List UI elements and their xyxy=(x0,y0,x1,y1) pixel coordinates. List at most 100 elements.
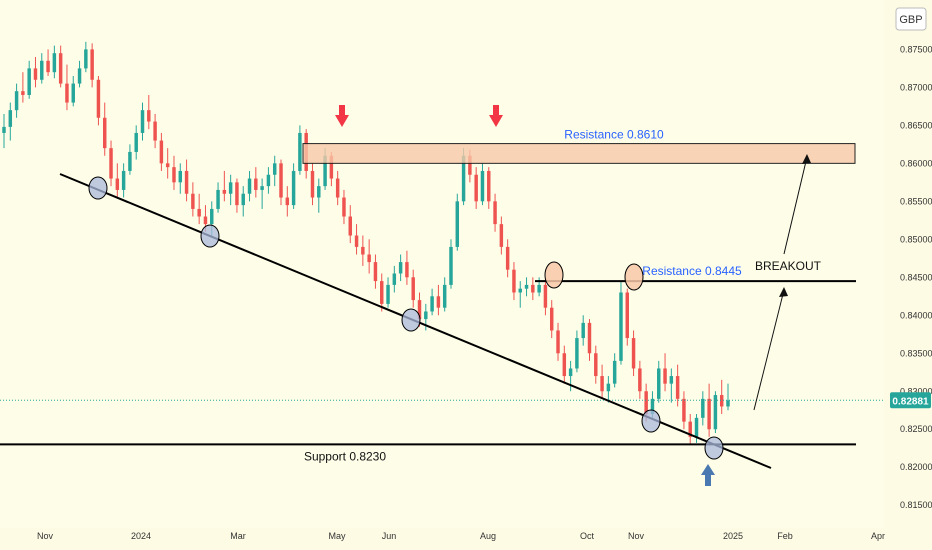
candle-body[interactable] xyxy=(682,398,686,422)
candle-body[interactable] xyxy=(442,284,447,308)
currency-badge[interactable] xyxy=(895,7,927,31)
candle-body[interactable] xyxy=(203,216,208,225)
candle-body[interactable] xyxy=(543,284,548,308)
candle-body[interactable] xyxy=(153,121,157,141)
candle-body[interactable] xyxy=(184,170,189,194)
candle-body[interactable] xyxy=(417,300,422,320)
candle-body[interactable] xyxy=(65,83,69,103)
candle-body[interactable] xyxy=(606,383,611,392)
candle-body[interactable] xyxy=(159,140,164,164)
candle-body[interactable] xyxy=(90,49,94,80)
candle-body[interactable] xyxy=(531,284,535,293)
candle-body[interactable] xyxy=(487,170,491,202)
candle-body[interactable] xyxy=(468,155,472,175)
candle-body[interactable] xyxy=(726,400,730,407)
candle-body[interactable] xyxy=(663,368,667,384)
candle-body[interactable] xyxy=(581,322,585,339)
candle-body[interactable] xyxy=(71,83,75,103)
candle-body[interactable] xyxy=(449,246,453,285)
candle-body[interactable] xyxy=(298,132,302,171)
candle-body[interactable] xyxy=(638,368,642,392)
candle-body[interactable] xyxy=(657,368,661,399)
candle-body[interactable] xyxy=(8,110,13,127)
candle-body[interactable] xyxy=(373,262,378,282)
candle-body[interactable] xyxy=(575,338,579,369)
candle-body[interactable] xyxy=(701,398,705,418)
candle-body[interactable] xyxy=(411,277,415,301)
candle-body[interactable] xyxy=(235,182,239,206)
candle-body[interactable] xyxy=(109,148,113,179)
candle-body[interactable] xyxy=(480,170,485,202)
candle-body[interactable] xyxy=(310,170,315,198)
candle-body[interactable] xyxy=(323,155,327,187)
candle-body[interactable] xyxy=(436,296,441,308)
candle-body[interactable] xyxy=(216,189,220,209)
candle-body[interactable] xyxy=(392,273,397,285)
candle-body[interactable] xyxy=(625,292,630,339)
candle-body[interactable] xyxy=(675,376,680,399)
candle-body[interactable] xyxy=(386,284,390,304)
candle-body[interactable] xyxy=(254,178,258,190)
candle-body[interactable] xyxy=(348,216,352,236)
candle-body[interactable] xyxy=(644,391,648,415)
candle-body[interactable] xyxy=(40,60,44,80)
candle-body[interactable] xyxy=(291,170,296,206)
candle-body[interactable] xyxy=(707,398,711,430)
candle-body[interactable] xyxy=(197,208,201,217)
candle-body[interactable] xyxy=(398,262,403,274)
candle-body[interactable] xyxy=(405,262,409,278)
candle-body[interactable] xyxy=(14,91,19,111)
candle-body[interactable] xyxy=(380,281,384,304)
candle-body[interactable] xyxy=(505,246,510,270)
candle-body[interactable] xyxy=(210,208,214,225)
candle-body[interactable] xyxy=(361,246,365,255)
candle-body[interactable] xyxy=(669,376,674,384)
candle-body[interactable] xyxy=(46,60,50,73)
candle-body[interactable] xyxy=(279,163,283,198)
candle-body[interactable] xyxy=(461,155,466,202)
candle-body[interactable] xyxy=(241,193,245,206)
candle-body[interactable] xyxy=(474,174,478,202)
candle-body[interactable] xyxy=(58,53,63,84)
candle-body[interactable] xyxy=(600,376,604,392)
candle-body[interactable] xyxy=(27,68,31,95)
candle-body[interactable] xyxy=(612,360,617,384)
candle-body[interactable] xyxy=(272,163,277,175)
candle-body[interactable] xyxy=(367,254,371,263)
candle-body[interactable] xyxy=(424,311,428,320)
candle-body[interactable] xyxy=(587,322,592,354)
candle-body[interactable] xyxy=(178,170,183,183)
candle-body[interactable] xyxy=(77,68,82,84)
candle-body[interactable] xyxy=(650,398,655,415)
candle-body[interactable] xyxy=(317,186,321,198)
candle-body[interactable] xyxy=(342,197,346,217)
candle-body[interactable] xyxy=(285,197,290,206)
candle-body[interactable] xyxy=(430,296,434,312)
candle-body[interactable] xyxy=(260,186,264,190)
candle-body[interactable] xyxy=(562,353,567,377)
candle-body[interactable] xyxy=(455,201,460,247)
candle-body[interactable] xyxy=(518,288,522,293)
candle-body[interactable] xyxy=(191,193,195,209)
candle-body[interactable] xyxy=(33,68,38,80)
candle-body[interactable] xyxy=(222,189,227,194)
candle-body[interactable] xyxy=(688,421,692,437)
candle-body[interactable] xyxy=(499,224,504,247)
candle-body[interactable] xyxy=(719,395,724,407)
candle-body[interactable] xyxy=(619,292,623,361)
candle-body[interactable] xyxy=(354,235,359,247)
candle-body[interactable] xyxy=(594,353,598,377)
candle-body[interactable] xyxy=(713,395,718,430)
candle-body[interactable] xyxy=(2,126,6,133)
candle-body[interactable] xyxy=(134,132,138,152)
candle-body[interactable] xyxy=(172,167,176,183)
candle-body[interactable] xyxy=(147,110,151,122)
candle-body[interactable] xyxy=(102,117,107,149)
candle-body[interactable] xyxy=(493,201,497,225)
candle-body[interactable] xyxy=(140,110,145,133)
candle-body[interactable] xyxy=(115,178,120,190)
candle-body[interactable] xyxy=(21,91,25,95)
candle-body[interactable] xyxy=(556,330,560,354)
candle-body[interactable] xyxy=(329,155,334,179)
